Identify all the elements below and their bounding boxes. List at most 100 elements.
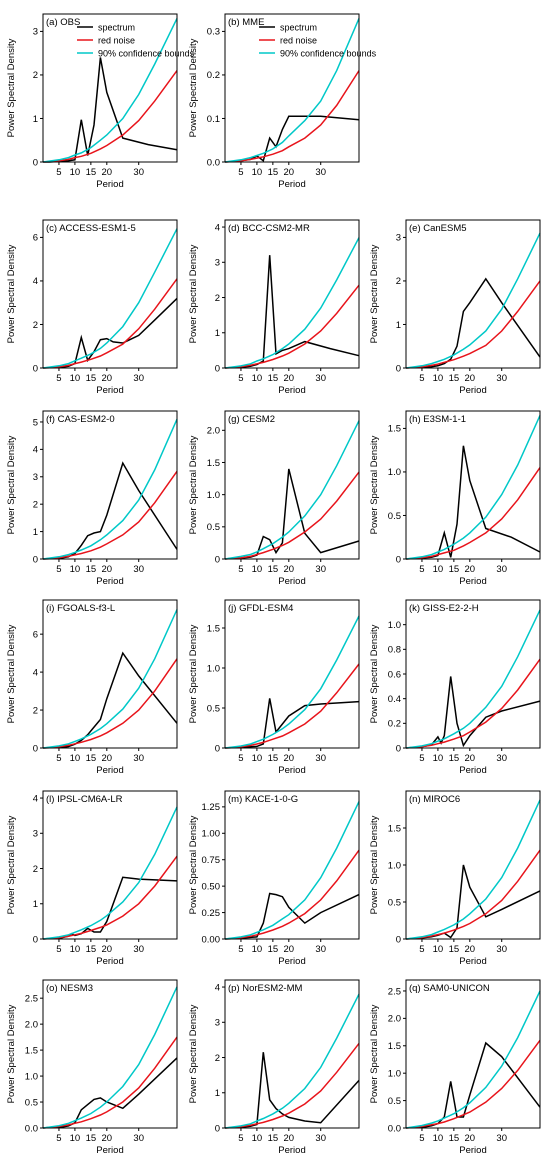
y-tick-label: 0.25 <box>202 908 221 919</box>
legend-label-spectrum: spectrum <box>98 22 135 32</box>
x-axis-label: Period <box>96 385 123 396</box>
x-axis-label: Period <box>96 956 123 967</box>
x-tick-label: 10 <box>433 944 444 955</box>
spectrum-line <box>42 876 178 940</box>
x-tick-label: 30 <box>315 373 326 384</box>
y-tick-label: 2 <box>215 293 220 304</box>
y-axis-label: Power Spectral Density <box>6 244 17 343</box>
y-tick-label: 0 <box>215 1123 220 1134</box>
x-tick-label: 15 <box>449 1133 460 1144</box>
y-tick-label: 6 <box>33 629 38 640</box>
x-tick-label: 15 <box>86 944 97 955</box>
x-axis-label: Period <box>96 765 123 776</box>
y-tick-label: 1 <box>33 527 38 538</box>
x-tick-label: 30 <box>496 753 507 764</box>
y-tick-label: 4 <box>33 793 38 804</box>
y-axis-label: Power Spectral Density <box>188 624 199 723</box>
red-noise-line <box>224 663 360 749</box>
x-tick-label: 10 <box>70 753 81 764</box>
y-tick-label: 1.0 <box>388 620 401 631</box>
y-tick-label: 1.0 <box>207 490 220 501</box>
y-tick-label: 0.1 <box>207 114 220 125</box>
panel-title: (b) MME <box>228 17 264 28</box>
spectrum-line <box>405 1041 541 1129</box>
x-axis-label: Period <box>278 1145 305 1156</box>
y-tick-label: 0.5 <box>207 703 220 714</box>
panel-title: (q) SAM0-UNICON <box>409 983 490 994</box>
legend-label-spectrum: spectrum <box>280 22 317 32</box>
panel-4: (d) BCC-CSM2-MR 5 10 15 20 30 Period 0 1 2 3 4 Power… <box>188 219 360 396</box>
panel-15: (o) NESM3 5 10 15 20 30 Period 0.0 0.5 1.0 1.5 2.0 2… <box>6 979 178 1156</box>
y-tick-label: 4 <box>215 222 220 233</box>
x-tick-label: 5 <box>238 944 243 955</box>
x-axis-label: Period <box>278 179 305 190</box>
plot-frame <box>42 599 178 749</box>
confidence-bounds-line <box>405 799 541 940</box>
spectrum-line <box>42 461 178 560</box>
x-tick-label: 10 <box>252 373 263 384</box>
red-noise-line <box>224 849 360 940</box>
panel-3: (c) ACCESS-ESM1-5 5 10 15 20 30 Period 0 2 4 6 Powe… <box>6 219 178 396</box>
confidence-bounds-line <box>224 615 360 749</box>
y-tick-label: 1.0 <box>388 860 401 871</box>
plot-frame <box>405 790 541 940</box>
plot-frame <box>42 790 178 940</box>
x-tick-label: 10 <box>252 1133 263 1144</box>
y-tick-label: 3 <box>33 27 38 38</box>
panel-16: (p) NorESM2-MM 5 10 15 20 30 Period 0 1 2 3 4 Power … <box>188 979 360 1156</box>
x-tick-label: 15 <box>86 167 97 178</box>
x-tick-label: 20 <box>284 564 295 575</box>
x-tick-label: 10 <box>70 1133 81 1144</box>
panel-6: (f) CAS-ESM2-0 5 10 15 20 30 Period 0 1 2 3 4 5 Power… <box>6 410 178 587</box>
x-axis-label: Period <box>96 1145 123 1156</box>
spectrum-line <box>42 651 178 749</box>
x-tick-label: 5 <box>419 1133 424 1144</box>
spectrum-line <box>224 892 360 940</box>
confidence-bounds-line <box>405 415 541 560</box>
x-tick-label: 5 <box>56 753 61 764</box>
spectrum-line <box>405 277 541 369</box>
y-axis-label: Power Spectral Density <box>188 1004 199 1103</box>
spectrum-line <box>43 57 178 163</box>
panel-title: (l) IPSL-CM6A-LR <box>46 794 123 805</box>
panel-13: (m) KACE-1-0-G 5 10 15 20 30 Period 0.00 0.25 0.5… <box>188 790 360 967</box>
spectrum-line <box>42 297 178 369</box>
y-axis-label: Power Spectral Density <box>369 244 380 343</box>
y-tick-label: 0.4 <box>388 694 401 705</box>
x-tick-label: 5 <box>56 564 61 575</box>
y-tick-label: 2.5 <box>388 986 401 997</box>
red-noise-line <box>224 70 360 163</box>
confidence-bounds-line <box>405 609 541 749</box>
y-tick-label: 5 <box>33 417 38 428</box>
x-tick-label: 5 <box>238 564 243 575</box>
plot-frame <box>224 790 360 940</box>
confidence-bounds-line <box>224 993 360 1129</box>
y-tick-label: 3 <box>215 258 220 269</box>
panel-title: (o) NESM3 <box>46 983 93 994</box>
y-tick-label: 1.0 <box>25 1071 38 1082</box>
y-tick-label: 1.0 <box>388 1068 401 1079</box>
plot-frame <box>224 410 360 560</box>
x-tick-label: 5 <box>56 373 61 384</box>
y-axis-label: Power Spectral Density <box>6 815 17 914</box>
x-tick-label: 20 <box>284 167 295 178</box>
x-axis-label: Period <box>459 576 486 587</box>
x-tick-label: 5 <box>419 753 424 764</box>
x-tick-label: 20 <box>465 373 476 384</box>
x-tick-label: 15 <box>268 564 279 575</box>
y-tick-label: 0.0 <box>25 1123 38 1134</box>
x-tick-label: 30 <box>315 753 326 764</box>
x-tick-label: 5 <box>238 1133 243 1144</box>
y-tick-label: 1.0 <box>388 467 401 478</box>
x-tick-label: 30 <box>133 167 144 178</box>
y-tick-label: 0.8 <box>388 645 401 656</box>
x-tick-label: 10 <box>433 1133 444 1144</box>
y-tick-label: 0 <box>33 743 38 754</box>
x-tick-label: 20 <box>102 373 113 384</box>
y-tick-label: 0.5 <box>388 897 401 908</box>
y-tick-label: 6 <box>33 233 38 244</box>
spectrum-line <box>224 468 360 560</box>
x-axis-label: Period <box>459 956 486 967</box>
y-tick-label: 0 <box>396 363 401 374</box>
